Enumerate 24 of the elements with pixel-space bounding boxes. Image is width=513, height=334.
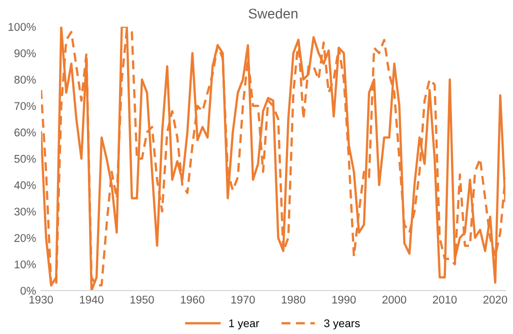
y-tick-label: 80% — [14, 76, 36, 84]
y-tick-label: 10% — [14, 260, 36, 268]
y-tick-label: 50% — [14, 154, 36, 163]
y-tick-label: 20% — [14, 234, 36, 242]
x-tick-label: 1960 — [180, 296, 204, 304]
x-tick-label: 2010 — [432, 296, 457, 304]
x-tick-label: 1940 — [80, 296, 104, 304]
y-tick-label: 40% — [14, 181, 36, 190]
x-tick-label: 1930 — [30, 296, 53, 304]
legend-label: 1 year — [229, 319, 260, 330]
x-tick-label: 2000 — [382, 296, 406, 304]
y-tick-label: 100% — [8, 22, 36, 31]
x-tick-label: 1950 — [130, 296, 154, 304]
chart-title: Sweden — [248, 8, 298, 19]
y-tick-label: 70% — [14, 102, 36, 110]
x-tick-label: 1980 — [282, 296, 306, 304]
y-tick-label: 90% — [14, 49, 36, 58]
y-tick-label: 30% — [14, 208, 36, 216]
x-tick-label: 1970 — [231, 296, 255, 304]
legend-label: 3 years — [324, 319, 360, 330]
x-tick-label: 1990 — [332, 296, 356, 304]
y-tick-label: 0% — [20, 286, 36, 295]
x-tick-label: 2020 — [483, 296, 508, 304]
y-tick-label: 60% — [14, 128, 36, 136]
